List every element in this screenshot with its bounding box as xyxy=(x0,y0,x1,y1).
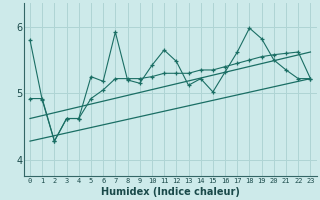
X-axis label: Humidex (Indice chaleur): Humidex (Indice chaleur) xyxy=(101,187,240,197)
